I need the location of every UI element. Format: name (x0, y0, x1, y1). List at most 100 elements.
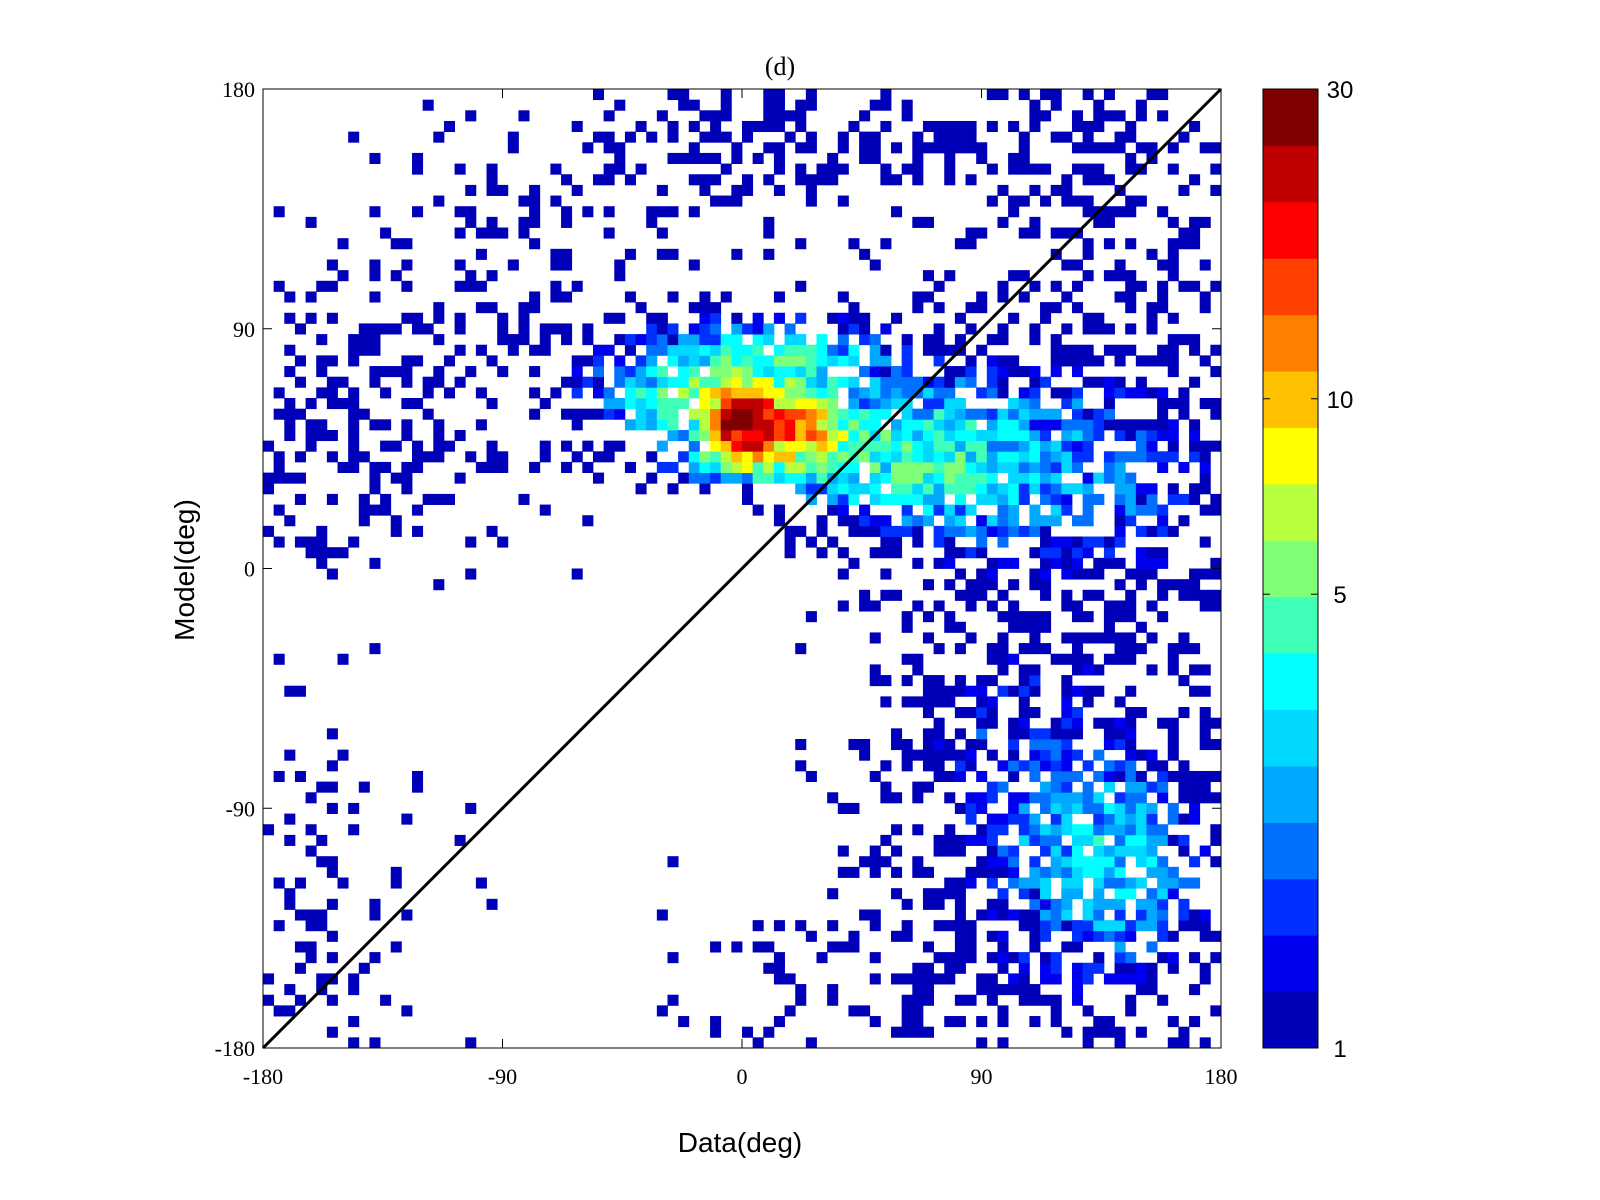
heatmap-cell (1157, 547, 1169, 559)
heatmap-cell (933, 472, 945, 484)
heatmap-cell (348, 387, 360, 399)
heatmap-cell (773, 920, 785, 932)
heatmap-cell (710, 344, 722, 356)
heatmap-cell (1157, 280, 1169, 292)
heatmap-cell (539, 323, 551, 335)
heatmap-cell (986, 493, 998, 505)
heatmap-cell (784, 440, 796, 452)
heatmap-cell (1018, 984, 1030, 996)
heatmap-cell (997, 611, 1009, 623)
heatmap-cell (1040, 515, 1052, 527)
heatmap-cell (1050, 770, 1062, 783)
heatmap-cell (369, 952, 381, 964)
heatmap-cell (1103, 89, 1115, 101)
heatmap-cell (1040, 493, 1052, 505)
heatmap-cell (337, 749, 349, 761)
heatmap-cell (603, 174, 615, 186)
heatmap-cell (688, 355, 700, 367)
heatmap-cell (997, 813, 1009, 825)
heatmap-cell (1210, 568, 1222, 580)
heatmap-cell (273, 461, 285, 473)
heatmap-cell (891, 536, 903, 548)
heatmap-cell (997, 643, 1009, 655)
heatmap-cell (1114, 515, 1126, 527)
heatmap-cell (284, 419, 296, 431)
heatmap-cell (1093, 312, 1105, 324)
heatmap-cell (1146, 451, 1158, 463)
heatmap-cell (1029, 664, 1041, 676)
heatmap-cell (1071, 440, 1084, 452)
heatmap-cell (1178, 920, 1190, 932)
heatmap-cell (1040, 312, 1052, 324)
heatmap-cell (827, 483, 839, 495)
heatmap-cell (752, 504, 764, 516)
heatmap-cell (784, 131, 796, 143)
heatmap-cell (582, 206, 594, 218)
heatmap-cell (1008, 493, 1020, 505)
heatmap-cell (1093, 824, 1105, 836)
heatmap-cell (1135, 451, 1147, 463)
heatmap-cell (1210, 163, 1222, 175)
heatmap-cell (944, 557, 956, 569)
heatmap-cell (1114, 1037, 1126, 1049)
heatmap-cell (773, 962, 785, 974)
heatmap-cell (624, 376, 636, 388)
heatmap-cell (284, 366, 296, 378)
heatmap-cell (901, 749, 913, 761)
heatmap-cell (1008, 419, 1020, 431)
heatmap-cell (859, 408, 871, 420)
heatmap-cell (1018, 952, 1030, 964)
heatmap-cell (284, 515, 296, 527)
heatmap-cell (742, 408, 754, 420)
heatmap-cell (326, 398, 338, 410)
heatmap-cell (965, 120, 977, 133)
heatmap-cell (1040, 568, 1052, 580)
heatmap-cell (412, 152, 424, 164)
heatmap-cell (486, 398, 498, 410)
heatmap-cell (859, 312, 871, 324)
heatmap-cell (1125, 451, 1137, 463)
heatmap-cell (1018, 366, 1030, 378)
heatmap-cell (773, 398, 785, 410)
heatmap-cell (699, 302, 711, 314)
heatmap-cell (1167, 579, 1179, 591)
heatmap-cell (592, 344, 605, 356)
heatmap-cell (348, 344, 360, 356)
heatmap-cell (1061, 632, 1073, 644)
heatmap-cell (263, 824, 275, 836)
heatmap-cell (1082, 451, 1094, 463)
heatmap-cell (284, 984, 296, 996)
heatmap-cell (688, 408, 700, 420)
heatmap-cell (731, 184, 743, 196)
heatmap-cell (667, 323, 679, 335)
heatmap-cell (1040, 643, 1052, 655)
heatmap-cell (561, 216, 573, 228)
heatmap-cell (412, 323, 424, 335)
heatmap-cell (1178, 493, 1190, 505)
heatmap-cell (1199, 738, 1211, 751)
heatmap-cell (1040, 792, 1052, 804)
heatmap-cell (539, 451, 551, 463)
heatmap-cell (752, 398, 764, 410)
heatmap-cell (720, 451, 732, 463)
heatmap-cell (965, 547, 977, 559)
heatmap-cell (348, 536, 360, 548)
heatmap-cell (944, 376, 956, 388)
heatmap-cell (976, 792, 988, 804)
heatmap-cell (976, 824, 988, 836)
heatmap-cell (1167, 142, 1179, 154)
heatmap-cell (720, 387, 732, 399)
heatmap-cell (390, 270, 402, 282)
heatmap-cell (997, 216, 1009, 228)
heatmap-cell (688, 99, 700, 111)
heatmap-cell (1018, 834, 1030, 846)
heatmap-cell (912, 696, 924, 708)
heatmap-cell (284, 888, 296, 900)
heatmap-cell (1103, 738, 1115, 751)
heatmap-cell (667, 398, 679, 410)
heatmap-cell (1071, 429, 1084, 442)
heatmap-cell (646, 472, 658, 484)
heatmap-cell (954, 802, 966, 814)
heatmap-cell (699, 312, 711, 324)
heatmap-cell (1029, 408, 1041, 420)
